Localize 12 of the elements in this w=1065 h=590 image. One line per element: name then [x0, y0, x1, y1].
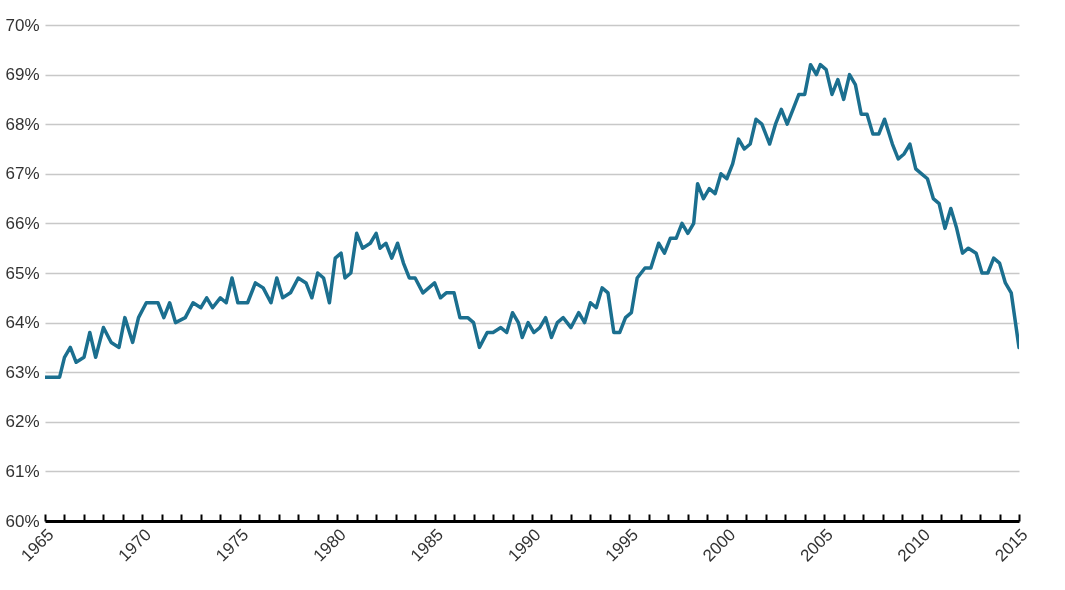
y-tick-label: 67% [5, 164, 40, 184]
y-tick-label: 69% [5, 65, 40, 85]
y-tick-label: 66% [5, 213, 40, 233]
y-tick-label: 70% [5, 15, 40, 35]
y-tick-label: 63% [5, 362, 40, 382]
y-tick-label: 65% [5, 263, 40, 283]
y-tick-label: 61% [5, 461, 40, 481]
y-tick-label: 68% [5, 114, 40, 134]
y-tick-label: 64% [5, 313, 40, 333]
y-tick-label: 60% [5, 511, 40, 531]
y-tick-label: 62% [5, 412, 40, 432]
line-series [45, 62, 1019, 379]
